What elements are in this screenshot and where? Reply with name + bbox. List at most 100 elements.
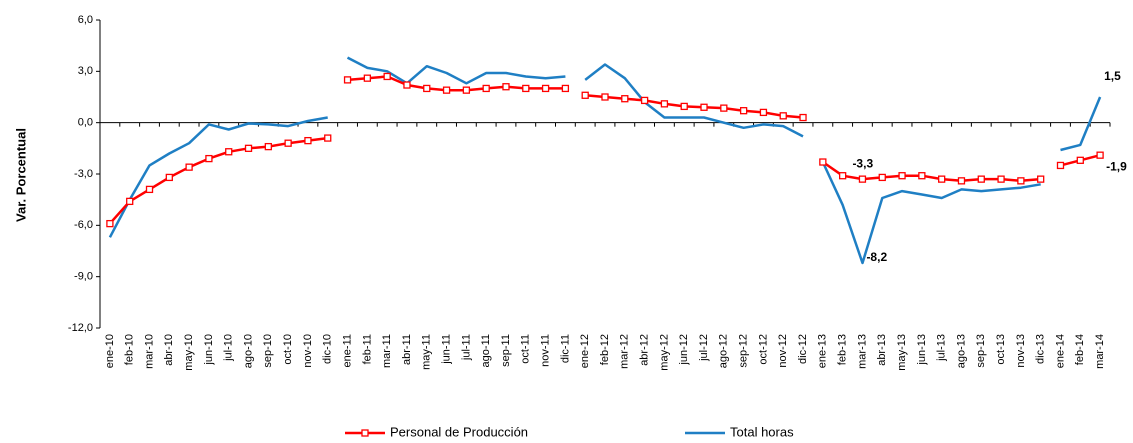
point-marker [522, 84, 530, 93]
x-tick-label: jun-10 [203, 334, 215, 366]
x-tick-label: ago-13 [955, 334, 967, 368]
x-tick-label: oct-13 [995, 334, 1007, 365]
point-marker [324, 134, 332, 142]
series-line [108, 56, 1102, 265]
point-marker [561, 84, 570, 93]
y-tick-label: -12,0 [68, 322, 93, 334]
point-marker [779, 112, 787, 120]
point-marker [720, 104, 728, 112]
x-tick-label: feb-12 [599, 334, 611, 365]
point-marker [680, 102, 688, 111]
point-marker [264, 142, 272, 151]
y-tick-label: 0,0 [78, 117, 93, 129]
x-tick-label: jun-11 [440, 334, 452, 365]
y-tick-label: 3,0 [78, 65, 93, 77]
point-marker [878, 173, 886, 182]
x-tick-label: feb-11 [361, 334, 373, 364]
point-marker [165, 173, 173, 182]
point-marker [759, 108, 768, 117]
point-marker [1037, 175, 1045, 183]
x-tick-label: ene-14 [1054, 334, 1066, 368]
point-marker [284, 139, 292, 147]
x-tick-label: nov-12 [777, 334, 789, 368]
x-tick-label: may-12 [658, 334, 670, 371]
data-label: -1,9 [1106, 159, 1127, 173]
point-marker [819, 158, 827, 166]
point-marker [858, 175, 867, 183]
point-marker [898, 172, 906, 180]
x-tick-label: nov-11 [539, 334, 551, 367]
x-tick-label: ago-10 [242, 334, 254, 368]
point-marker [1076, 156, 1084, 164]
y-axis-label: Var. Porcentual [13, 128, 28, 222]
x-tick-label: jun-13 [916, 334, 928, 366]
point-marker [1017, 177, 1025, 185]
x-tick-label: nov-13 [1015, 334, 1027, 368]
y-tick-label: -9,0 [74, 271, 93, 283]
x-tick-label: ago-12 [718, 334, 730, 368]
legend-label: Personal de Producción [390, 424, 528, 439]
point-marker [918, 172, 926, 180]
point-marker [640, 96, 649, 105]
x-tick-label: jun-12 [678, 334, 690, 366]
legend-marker [361, 429, 369, 437]
point-marker [601, 93, 609, 101]
point-marker [383, 72, 391, 81]
x-tick-label: sep-13 [975, 334, 987, 368]
x-tick-label: oct-10 [282, 334, 294, 365]
point-marker [541, 84, 550, 93]
x-tick-label: mar-12 [619, 334, 631, 369]
x-tick-label: jul-13 [936, 334, 948, 362]
x-tick-label: sep-11 [500, 334, 512, 367]
x-tick-label: abr-11 [401, 334, 413, 365]
point-marker [126, 197, 134, 206]
point-marker [462, 86, 471, 94]
point-marker [838, 172, 847, 180]
point-marker [997, 175, 1005, 183]
point-marker [363, 74, 372, 82]
legend-label: Total horas [730, 424, 794, 439]
point-marker [482, 84, 490, 93]
x-tick-label: mar-14 [1094, 334, 1106, 369]
point-marker [442, 86, 451, 94]
y-tick-label: -3,0 [74, 168, 93, 180]
x-tick-label: ago-11 [480, 334, 492, 367]
x-tick-label: abr-12 [639, 334, 651, 366]
point-marker [1096, 151, 1104, 159]
x-tick-label: may-13 [896, 334, 908, 371]
x-tick-label: mar-10 [143, 334, 155, 369]
x-tick-label: feb-10 [124, 334, 136, 365]
point-marker [660, 100, 669, 108]
point-marker [343, 76, 352, 84]
x-tick-label: nov-10 [302, 334, 314, 368]
y-tick-label: -6,0 [74, 219, 93, 231]
x-tick-label: ene-11 [341, 334, 353, 367]
point-marker [423, 84, 431, 93]
point-marker [799, 113, 807, 122]
point-marker [502, 83, 510, 91]
x-tick-label: abr-10 [163, 334, 175, 366]
x-tick-label: dic-13 [1035, 334, 1047, 364]
data-label: 1,5 [1104, 69, 1121, 83]
x-tick-label: jul-12 [698, 334, 710, 362]
x-tick-label: dic-11 [559, 334, 571, 363]
point-marker [977, 175, 985, 183]
series-line [108, 75, 1101, 225]
x-tick-label: mar-11 [381, 334, 393, 368]
point-marker [621, 95, 629, 103]
point-marker [106, 219, 114, 228]
x-tick-label: mar-13 [856, 334, 868, 369]
x-tick-label: feb-13 [837, 334, 849, 365]
point-marker [957, 177, 966, 185]
point-marker [739, 107, 748, 115]
x-tick-label: dic-10 [322, 334, 334, 364]
point-marker [700, 103, 708, 111]
x-tick-label: ene-13 [817, 334, 829, 368]
x-tick-label: ene-10 [104, 334, 116, 368]
x-tick-label: sep-12 [738, 334, 750, 368]
point-marker [938, 175, 946, 183]
x-tick-label: jul-11 [460, 334, 472, 361]
x-tick-label: feb-14 [1074, 334, 1086, 365]
x-tick-label: ene-12 [579, 334, 591, 368]
point-marker [304, 136, 312, 145]
